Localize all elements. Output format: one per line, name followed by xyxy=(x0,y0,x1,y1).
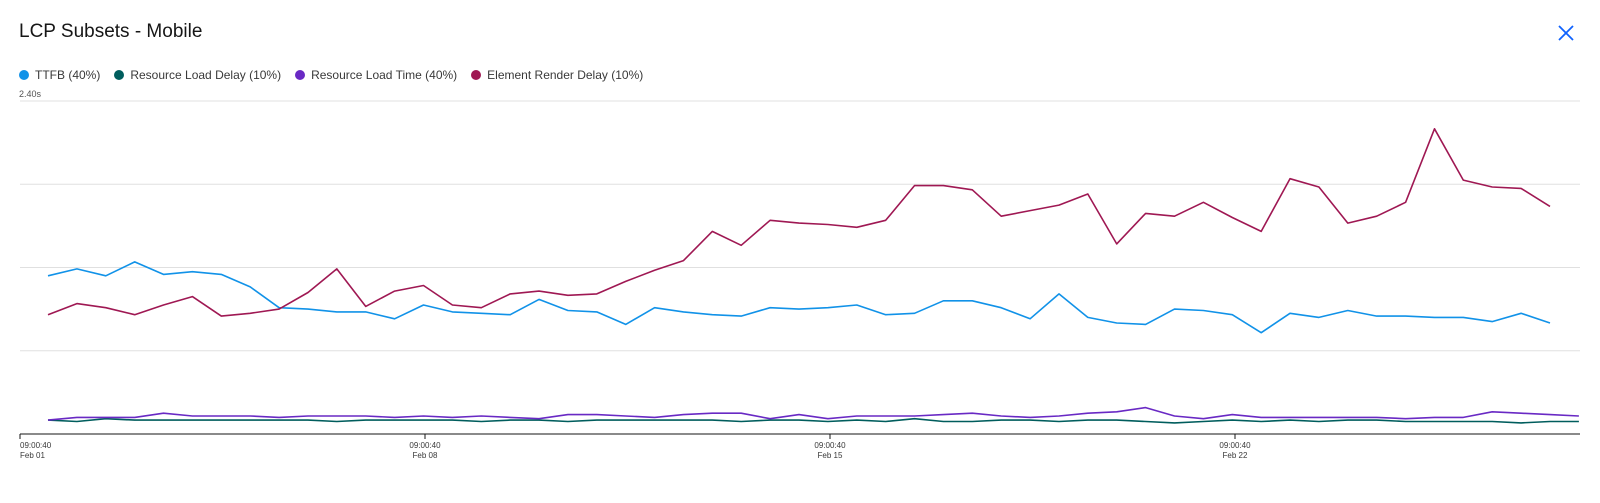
series-line-element-render-delay xyxy=(47,128,1551,317)
x-tick-time-label-2: 09:00:40 xyxy=(814,441,846,450)
x-tick-time-label-3: 09:00:40 xyxy=(1219,441,1251,450)
legend-swatch-resource-load-delay xyxy=(114,70,125,80)
legend-label-element-render-delay: Element Render Delay (10%) xyxy=(487,68,644,82)
close-icon xyxy=(1558,25,1574,41)
legend-item-element-render-delay[interactable]: Element Render Delay (10%) xyxy=(471,68,643,82)
legend-label-resource-load-time: Resource Load Time (40%) xyxy=(311,68,458,82)
legend-item-ttfb[interactable]: TTFB (40%) xyxy=(19,68,100,82)
legend-swatch-element-render-delay xyxy=(471,70,482,80)
legend-label-resource-load-delay: Resource Load Delay (10%) xyxy=(130,68,282,82)
chart-title: LCP Subsets - Mobile xyxy=(19,21,203,42)
series-line-resource-load-time xyxy=(47,406,1579,421)
x-tick-date-label-2: Feb 15 xyxy=(818,451,843,460)
legend-swatch-resource-load-time xyxy=(295,70,306,80)
legend-item-resource-load-time[interactable]: Resource Load Time (40%) xyxy=(295,68,457,82)
legend-label-ttfb: TTFB (40%) xyxy=(35,68,101,82)
legend-item-resource-load-delay[interactable]: Resource Load Delay (10%) xyxy=(114,68,281,82)
x-tick-date-label-1: Feb 08 xyxy=(413,451,438,460)
legend: TTFB (40%) Resource Load Delay (10%) Res… xyxy=(19,68,643,82)
close-button[interactable] xyxy=(1555,22,1577,44)
series-line-ttfb xyxy=(47,261,1551,334)
x-tick-date-label-3: Feb 22 xyxy=(1223,451,1248,460)
x-tick-time-label-0: 09:00:40 xyxy=(20,441,52,450)
series-line-resource-load-delay xyxy=(47,417,1579,424)
x-tick-time-label-1: 09:00:40 xyxy=(409,441,441,450)
x-tick-date-label-0: Feb 01 xyxy=(20,451,45,460)
legend-swatch-ttfb xyxy=(19,70,29,80)
y-axis-max-label: 2.40s xyxy=(19,89,42,99)
